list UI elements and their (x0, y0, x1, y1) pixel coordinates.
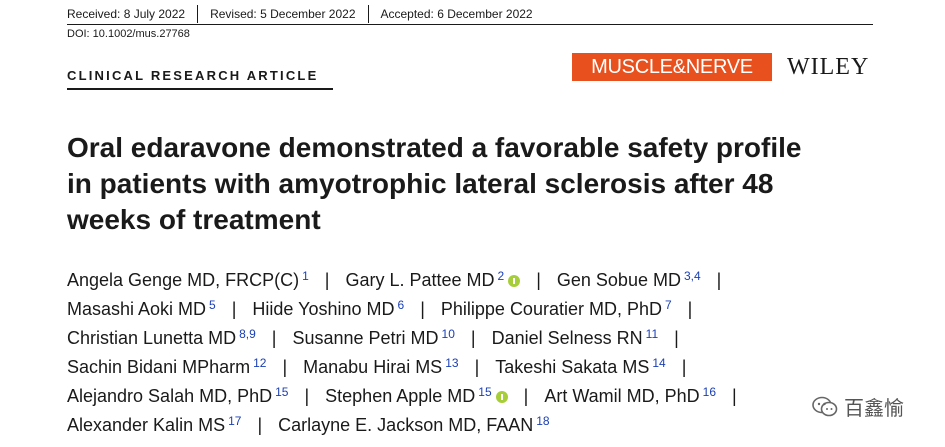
affiliation-number[interactable]: 1 (302, 269, 309, 283)
author-name-text: Daniel Selness RN (491, 328, 643, 348)
author-name[interactable]: Masashi Aoki MD 5 (67, 298, 216, 320)
author-separator: | (523, 386, 529, 406)
author-separator: | (231, 299, 237, 319)
affiliation-number[interactable]: 8,9 (239, 327, 256, 341)
affiliation-number[interactable]: 14 (652, 356, 666, 370)
author-name-text: Carlayne E. Jackson MD, FAAN (278, 415, 534, 435)
doi[interactable]: DOI: 10.1002/mus.27768 (67, 28, 190, 40)
author-line: Sachin Bidani MPharm 12 | Manabu Hirai MS 13… (67, 356, 827, 386)
author-name[interactable]: Manabu Hirai MS 13 (303, 356, 459, 378)
journal-logo: MUSCLE&NERVE (572, 53, 772, 81)
author-name-text: Manabu Hirai MS (303, 357, 443, 377)
affiliation-number[interactable]: 10 (441, 327, 455, 341)
article-type-underline (67, 88, 333, 90)
author-separator: | (470, 328, 476, 348)
author-separator: | (536, 270, 541, 290)
wechat-icon (812, 396, 838, 416)
author-name[interactable]: Angela Genge MD, FRCP(C) 1 (67, 269, 309, 291)
author-name[interactable]: Gary L. Pattee MD 2 (345, 269, 521, 291)
affiliation-number[interactable]: 2 (497, 269, 505, 283)
author-separator: | (324, 270, 330, 290)
author-name[interactable]: Stephen Apple MD 15 (325, 385, 508, 407)
author-line: Christian Lunetta MD 8,9 | Susanne Petri MD… (67, 327, 827, 357)
author-separator: | (732, 386, 737, 406)
author-name[interactable]: Gen Sobue MD 3,4 (556, 269, 701, 291)
author-name[interactable]: Susanne Petri MD 10 (292, 327, 455, 349)
article-dates: Received: 8 July 2022 Revised: 5 Decembe… (67, 4, 533, 24)
author-line: Masashi Aoki MD 5 | Hiide Yoshino MD 6 | Phili… (67, 298, 827, 328)
affiliation-number[interactable]: 15 (478, 385, 492, 399)
affiliation-number[interactable]: 13 (445, 356, 459, 370)
article-type: CLINICAL RESEARCH ARTICLE (67, 68, 319, 83)
author-name-text: Art Wamil MD, PhD (544, 386, 700, 406)
author-name[interactable]: Alexander Kalin MS 17 (67, 414, 242, 436)
author-separator: | (420, 299, 425, 319)
author-name-text: Angela Genge MD, FRCP(C) (67, 270, 300, 290)
author-line: Alejandro Salah MD, PhD 15 | Stephen Apple … (67, 385, 827, 415)
author-name[interactable]: Philippe Couratier MD, PhD 7 (440, 298, 672, 320)
author-name-text: Alejandro Salah MD, PhD (67, 386, 273, 406)
author-name[interactable]: Carlayne E. Jackson MD, FAAN 18 (278, 414, 550, 436)
author-name-text: Alexander Kalin MS (67, 415, 226, 435)
author-name-text: Philippe Couratier MD, PhD (440, 299, 662, 319)
author-separator: | (687, 299, 693, 319)
author-separator: | (681, 357, 687, 377)
affiliation-number[interactable]: 18 (536, 414, 550, 428)
author-name-text: Masashi Aoki MD (67, 299, 207, 319)
author-separator: | (304, 386, 310, 406)
author-name[interactable]: Takeshi Sakata MS 14 (495, 356, 666, 378)
author-name[interactable]: Sachin Bidani MPharm 12 (67, 356, 267, 378)
orcid-icon[interactable] (495, 391, 508, 403)
affiliation-number[interactable]: 3,4 (683, 269, 701, 283)
author-name-text: Susanne Petri MD (292, 328, 439, 348)
revised-date: Revised: 5 December 2022 (210, 7, 356, 21)
affiliation-number[interactable]: 17 (228, 414, 242, 428)
author-name[interactable]: Art Wamil MD, PhD 16 (544, 385, 717, 407)
author-name-text: Sachin Bidani MPharm (67, 357, 251, 377)
publisher-logo: WILEY (787, 54, 870, 80)
author-name[interactable]: Christian Lunetta MD 8,9 (67, 327, 256, 349)
accepted-date: Accepted: 6 December 2022 (380, 7, 533, 21)
author-name-text: Gary L. Pattee MD (345, 270, 495, 290)
author-name[interactable]: Alejandro Salah MD, PhD 15 (67, 385, 289, 407)
author-name-text: Christian Lunetta MD (67, 328, 237, 348)
affiliation-number[interactable]: 12 (253, 356, 267, 370)
watermark-text: 百鑫愉 (844, 398, 904, 420)
received-date: Received: 8 July 2022 (67, 7, 186, 21)
affiliation-number[interactable]: 11 (645, 327, 659, 341)
author-line: Alexander Kalin MS 17 | Carlayne E. Jackson… (67, 414, 827, 444)
article-title: Oral edaravone demonstrated a favorable … (67, 132, 802, 235)
date-divider (197, 5, 199, 23)
author-name[interactable]: Hiide Yoshino MD 6 (252, 298, 405, 320)
header-rule (67, 24, 873, 25)
author-name-text: Takeshi Sakata MS (495, 357, 650, 377)
author-separator: | (282, 357, 288, 377)
affiliation-number[interactable]: 15 (275, 385, 289, 399)
affiliation-number[interactable]: 5 (209, 298, 216, 312)
author-separator: | (257, 415, 263, 435)
affiliation-number[interactable]: 6 (397, 298, 405, 312)
orcid-icon[interactable] (508, 275, 521, 287)
watermark: 百鑫愉 (812, 392, 904, 421)
author-separator: | (271, 328, 277, 348)
affiliation-number[interactable]: 16 (702, 385, 717, 399)
author-separator: | (674, 328, 679, 348)
author-separator: | (716, 270, 722, 290)
author-name-text: Stephen Apple MD (325, 386, 476, 406)
author-list: Angela Genge MD, FRCP(C) 1 | Gary L. Pattee… (67, 269, 827, 444)
date-divider (367, 5, 369, 23)
author-name-text: Hiide Yoshino MD (252, 299, 395, 319)
author-name-text: Gen Sobue MD (556, 270, 681, 290)
affiliation-number[interactable]: 7 (664, 298, 672, 312)
author-separator: | (474, 357, 480, 377)
author-name[interactable]: Daniel Selness RN 11 (491, 327, 659, 349)
author-line: Angela Genge MD, FRCP(C) 1 | Gary L. Pattee… (67, 269, 827, 299)
